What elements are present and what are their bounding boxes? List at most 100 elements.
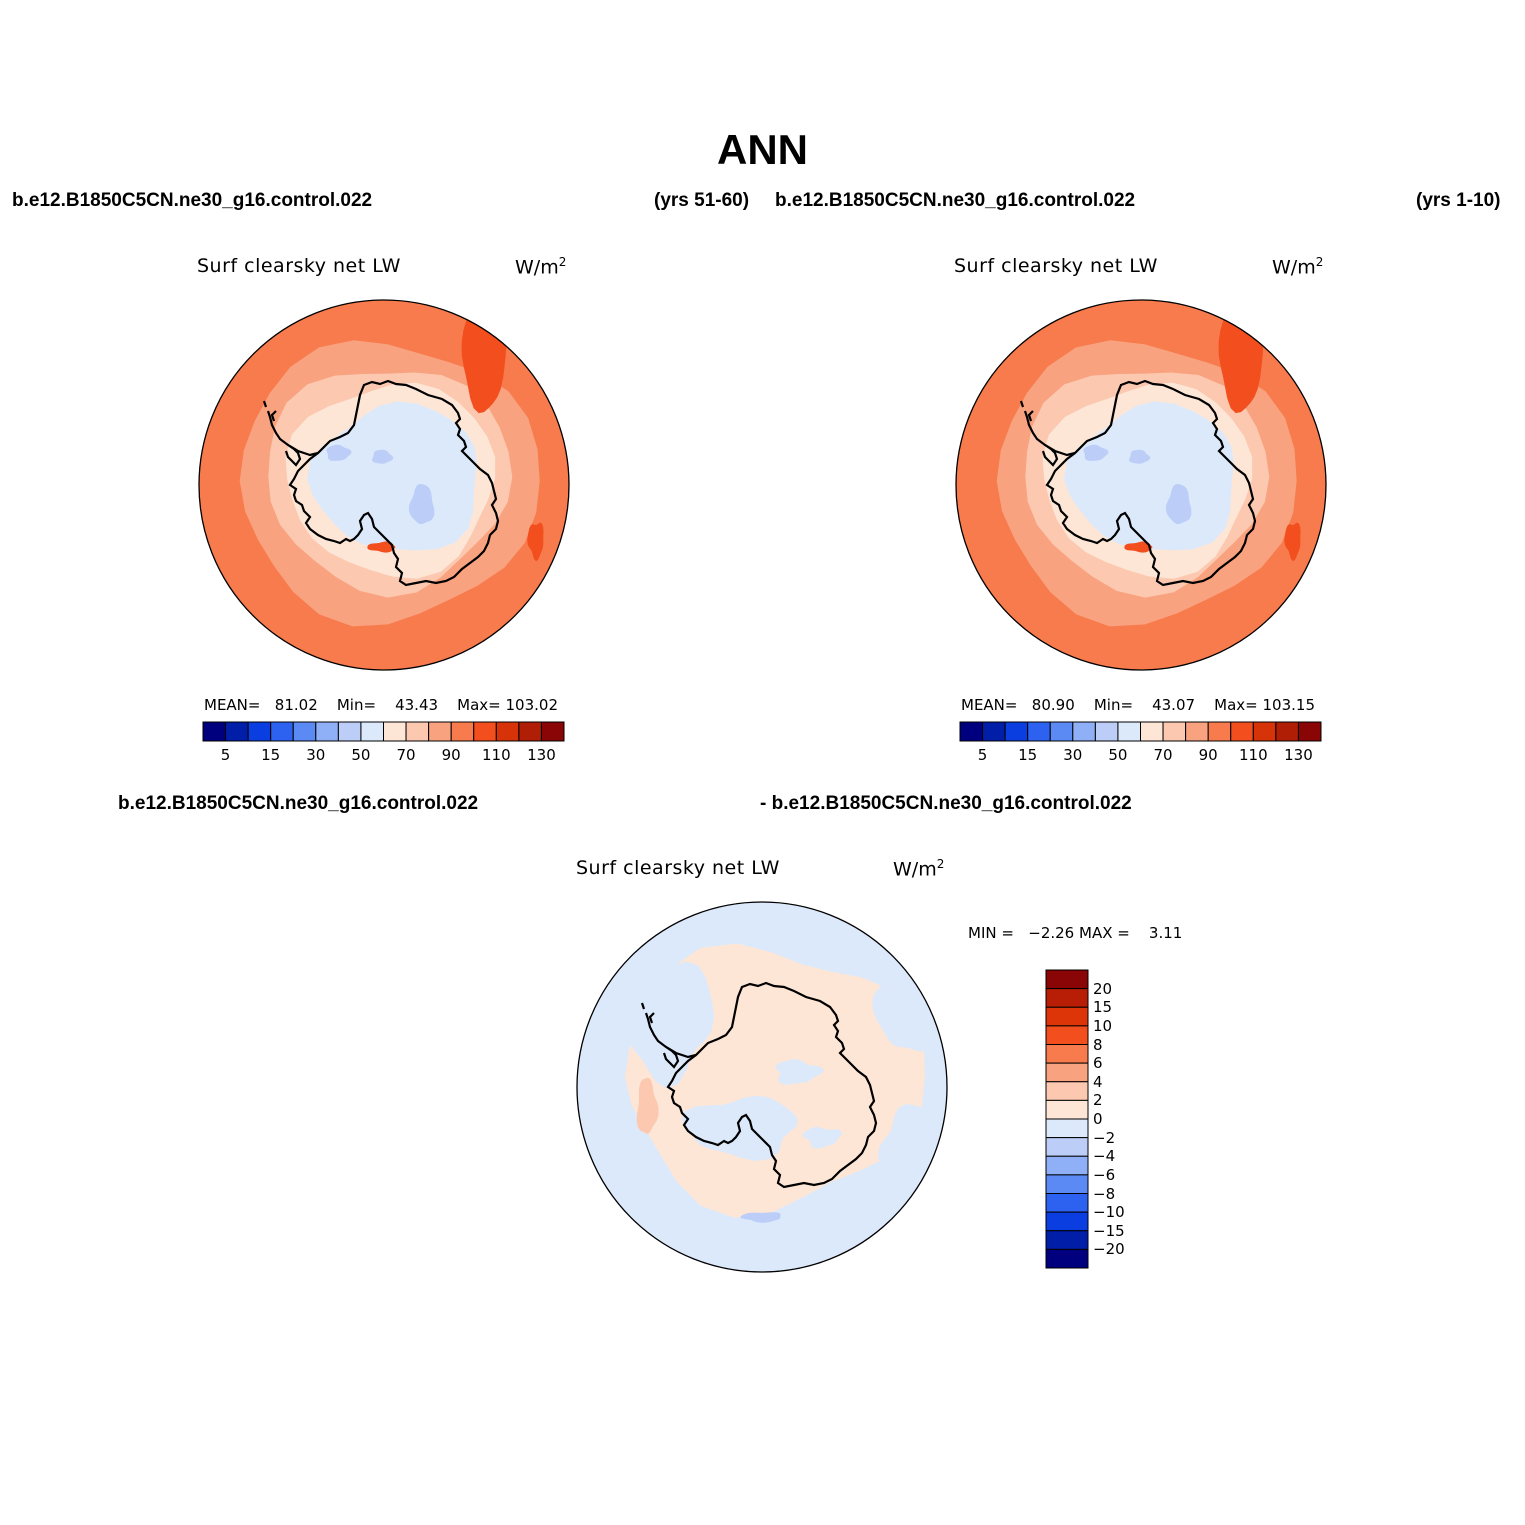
diff-colorbar-box-0	[1045, 969, 1089, 990]
panel1-variable-label: Surf clearsky net LW	[197, 255, 401, 277]
panel1-colorbar-box-11	[450, 721, 475, 742]
panel1-colorbar-box-9	[405, 721, 430, 742]
panel1-low-area-1	[408, 484, 435, 525]
panel2-colorbar-box-15	[1297, 721, 1322, 742]
panel2-low-area-3	[1083, 444, 1109, 461]
diff-colorbar-box-12	[1045, 1193, 1089, 1213]
panel1-stats: MEAN= 81.02 Min= 43.43 Max= 103.02	[204, 696, 558, 714]
panel2-years: (yrs 1-10)	[1416, 190, 1501, 211]
panel2-colorbar-box-13	[1252, 721, 1277, 742]
diff-colorbar-tick-label: 15	[1093, 998, 1113, 1017]
panel2-colorbar-box-11	[1207, 721, 1232, 742]
panel1-map	[199, 300, 569, 670]
panel2-colorbar-tick-label: 110	[1238, 746, 1268, 764]
diff-neg-area-1	[623, 961, 715, 1089]
panel1-colorbar-box-6	[337, 721, 362, 742]
diff-colorbar-box-6	[1045, 1081, 1089, 1101]
diff-colorbar-box-10	[1045, 1155, 1089, 1176]
panel2-map-border	[955, 299, 1327, 671]
panel2-colorbar-box-3	[1027, 721, 1051, 742]
diff-map	[577, 902, 947, 1272]
diff-colorbar-box-2	[1045, 1006, 1089, 1027]
panel1-colorbar-tick-label: 15	[261, 746, 281, 764]
panel2-low-area-1	[1165, 484, 1192, 525]
panel1-colorbar-box-14	[518, 721, 542, 742]
diff-colorbar-tick-label: 8	[1093, 1035, 1103, 1054]
diff-stats: MIN = −2.26 MAX = 3.11	[968, 924, 1183, 942]
diff-pos-area-1	[636, 1077, 659, 1134]
diff-colorbar-box-14	[1045, 1230, 1089, 1250]
panel2-band-60	[1064, 401, 1234, 551]
panel1-colorbar-tick-label: 90	[441, 746, 461, 764]
diff-colorbar-box-13	[1045, 1211, 1089, 1232]
panel2-colorbar-box-14	[1275, 721, 1299, 742]
diff-map-border	[576, 901, 948, 1273]
plot-title: ANN	[717, 126, 808, 173]
diff-neg-area-6	[802, 1126, 842, 1149]
panel1-colorbar-box-15	[540, 721, 565, 742]
panel1-case-name: b.e12.B1850C5CN.ne30_g16.control.022	[12, 190, 373, 211]
panel2-case-name: b.e12.B1850C5CN.ne30_g16.control.022	[775, 190, 1136, 211]
panel2-units: W/m2	[1272, 255, 1324, 279]
diff-colorbar-box-15	[1045, 1248, 1089, 1269]
panel2-colorbar-tick-label: 30	[1063, 746, 1083, 764]
panel2-colorbar-tick-label: 15	[1018, 746, 1038, 764]
diff-colorbar-tick-label: 20	[1093, 979, 1113, 998]
diff-colorbar-box-3	[1045, 1025, 1089, 1046]
panel2-colorbar-box-7	[1117, 721, 1141, 742]
panel2-colorbar-tick-label: 50	[1108, 746, 1128, 764]
panel1-colorbar-box-8	[383, 721, 407, 742]
panel1-colorbar-box-10	[428, 721, 452, 742]
diff-neg-area-4	[877, 1104, 944, 1185]
diff-colorbar-box-9	[1045, 1137, 1089, 1157]
diff-colorbar-tick-label: −8	[1093, 1184, 1116, 1203]
diff-colorbar-box-4	[1045, 1044, 1089, 1064]
diff-colorbar-tick-label: 4	[1093, 1072, 1103, 1091]
panel1-colorbar-tick-label: 5	[220, 746, 231, 764]
panel1-band-60	[307, 401, 477, 551]
diff-colorbar-tick-label: −20	[1093, 1240, 1125, 1259]
panel2-colorbar-tick-label: 5	[977, 746, 988, 764]
panel1-low-area-2	[372, 449, 394, 464]
diff-colorbar-tick-label: −15	[1093, 1221, 1125, 1240]
panel1-colorbar-tick-label: 110	[481, 746, 511, 764]
panel2-high-area-3	[1124, 541, 1153, 553]
diff-colorbar-tick-label: −6	[1093, 1165, 1116, 1184]
panel2-colorbar-box-4	[1049, 721, 1074, 742]
panel1-colorbar-box-13	[495, 721, 520, 742]
panel2-high-area-2	[1284, 522, 1301, 562]
panel2-stats: MEAN= 80.90 Min= 43.07 Max= 103.15	[961, 696, 1315, 714]
diff-colorbar-tick-label: −2	[1093, 1128, 1116, 1147]
panel1-years: (yrs 51-60)	[654, 190, 750, 211]
diff-colorbar-box-1	[1045, 988, 1089, 1008]
panel1-map-border	[198, 299, 570, 671]
panel1-colorbar-box-3	[270, 721, 294, 742]
diff-units: W/m2	[893, 857, 945, 881]
panel1-units: W/m2	[515, 255, 567, 279]
diff-neg-area-5	[775, 1059, 824, 1085]
panel2-low-area-2	[1129, 449, 1151, 464]
panel2-colorbar-box-12	[1230, 721, 1254, 742]
panel1-low-area-3	[326, 444, 352, 461]
diff-colorbar-box-7	[1045, 1099, 1089, 1120]
panel2-colorbar-box-9	[1162, 721, 1187, 742]
panel1-colorbar-box-1	[225, 721, 249, 742]
panel2-colorbar-box-5	[1072, 721, 1096, 742]
diff-variable-label: Surf clearsky net LW	[576, 857, 780, 879]
diff-colorbar-tick-label: 2	[1093, 1091, 1103, 1110]
diff-colorbar-box-11	[1045, 1174, 1089, 1195]
panel2-colorbar-box-0	[959, 721, 984, 742]
panel2-variable-label: Surf clearsky net LW	[954, 255, 1158, 277]
panel1-colorbar-box-4	[292, 721, 317, 742]
panel1-colorbar-box-0	[202, 721, 227, 742]
diff-colorbar-box-5	[1045, 1062, 1089, 1083]
diff-neg-area-7	[740, 1212, 781, 1223]
panel2-colorbar-box-10	[1185, 721, 1209, 742]
panel1-colorbar-tick-label: 130	[527, 746, 556, 764]
panel1-colorbar-tick-label: 50	[351, 746, 371, 764]
diff-colorbar-box-8	[1045, 1118, 1089, 1139]
panel1-high-area-2	[527, 522, 544, 562]
panel2-colorbar-tick-label: 130	[1284, 746, 1313, 764]
diff-case-left: b.e12.B1850C5CN.ne30_g16.control.022	[118, 793, 479, 814]
